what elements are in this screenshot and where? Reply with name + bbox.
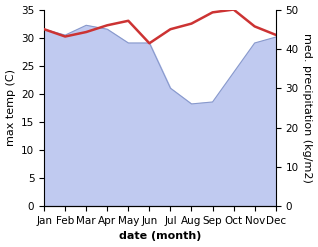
X-axis label: date (month): date (month): [119, 231, 201, 242]
Y-axis label: max temp (C): max temp (C): [5, 69, 16, 146]
Y-axis label: med. precipitation (kg/m2): med. precipitation (kg/m2): [302, 33, 313, 183]
